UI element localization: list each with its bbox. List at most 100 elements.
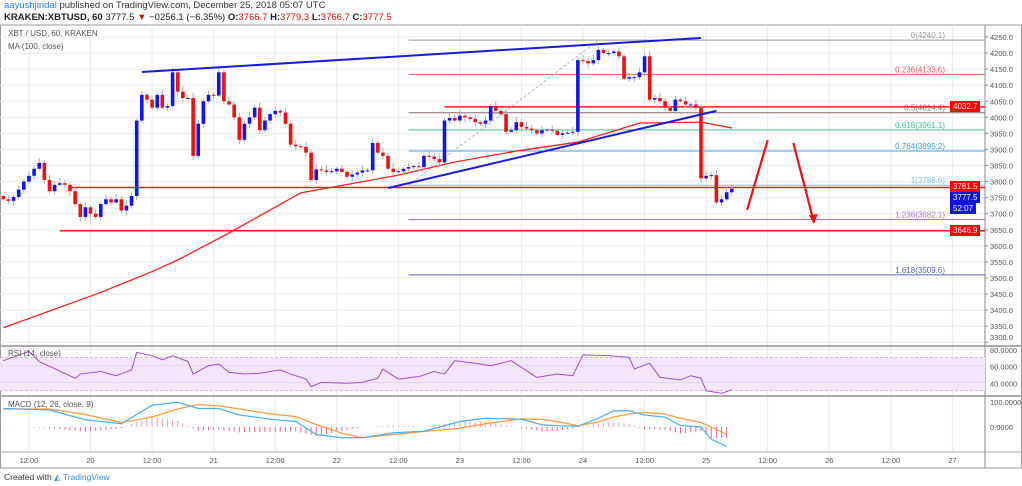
- triangle-down-icon: ▼: [137, 12, 147, 23]
- y-tick-label: 3400.0: [990, 306, 1013, 315]
- resistance-price-badge: 4032.7: [950, 100, 981, 112]
- candle-body: [473, 118, 478, 123]
- candle-body: [134, 120, 139, 197]
- y-tick-label: 3700.0: [990, 210, 1013, 219]
- candle-body: [104, 199, 108, 205]
- y-tick-label: 3650.0: [990, 226, 1013, 235]
- candle-body: [268, 114, 272, 121]
- candle-body: [1, 196, 6, 200]
- candle-body: [288, 123, 293, 145]
- y-tick-label: 3750.0: [990, 194, 1013, 203]
- candle-body: [678, 99, 683, 102]
- rsi-tick-label: 80.0000: [990, 346, 1017, 355]
- candle-body: [658, 98, 662, 102]
- candle-body: [11, 197, 16, 201]
- candle-body: [314, 169, 319, 180]
- candle-body: [719, 199, 724, 203]
- candle-body: [611, 51, 616, 54]
- candle-body: [160, 94, 165, 108]
- candle-body: [88, 207, 93, 214]
- candle-body: [186, 98, 190, 100]
- candle-body: [694, 104, 698, 108]
- candle-body: [227, 101, 231, 105]
- x-tick-label: 12:00: [389, 456, 408, 465]
- candle-body: [622, 56, 626, 79]
- candle-body: [242, 123, 247, 140]
- candle-body: [683, 101, 688, 105]
- candle-body: [329, 171, 334, 173]
- trendline: [387, 109, 717, 189]
- candle-body: [83, 207, 88, 217]
- y-tick-label: 3900.0: [990, 145, 1013, 154]
- fib-level-label: 0.618(3961.1): [895, 121, 945, 130]
- tradingview-logo-icon[interactable]: ◭ TradingView: [54, 472, 110, 482]
- candle-body: [37, 162, 42, 169]
- candle-body: [386, 155, 390, 169]
- ma-legend[interactable]: MA (100, close): [8, 42, 64, 51]
- candle-body: [63, 183, 67, 185]
- author-link[interactable]: aayushjindal: [4, 0, 57, 11]
- candle-body: [78, 204, 83, 217]
- symbol-label: KRAKEN:XBTUSD, 60: [4, 12, 103, 23]
- y-tick-label: 3300.0: [990, 333, 1013, 342]
- candle-body: [247, 117, 252, 124]
- candle-body: [129, 196, 134, 206]
- candle-body: [704, 175, 708, 179]
- candle-body: [417, 166, 421, 168]
- candle-body: [345, 171, 349, 177]
- candle-body: [401, 168, 406, 172]
- candle-body: [565, 132, 570, 134]
- x-tick-label: 12:00: [512, 456, 531, 465]
- candle-body: [709, 175, 714, 177]
- y-tick-label: 4100.0: [990, 81, 1013, 90]
- fib-level-label: 1(3788.6): [911, 176, 946, 185]
- rsi-band: [0, 357, 985, 391]
- candle-body: [334, 168, 339, 172]
- candle-body: [319, 169, 324, 171]
- candle-body: [237, 117, 242, 140]
- candle-body: [519, 122, 524, 127]
- candle-body: [642, 56, 647, 73]
- x-tick-label: 20: [86, 456, 94, 465]
- candle-body: [263, 120, 267, 131]
- last-price-badge: 3777.5: [950, 191, 981, 203]
- candle-body: [493, 106, 498, 111]
- candle-body: [93, 213, 98, 217]
- x-tick-label: 12:00: [758, 456, 777, 465]
- x-tick-label: 24: [579, 456, 587, 465]
- candle-body: [299, 146, 303, 148]
- candle-body: [252, 107, 257, 118]
- candle-body: [437, 159, 442, 163]
- candle-body: [478, 122, 483, 124]
- candle-body: [653, 98, 657, 100]
- candle-body: [591, 60, 596, 64]
- candle-body: [175, 72, 180, 92]
- x-tick-label: 27: [948, 456, 956, 465]
- y-tick-label: 3350.0: [990, 322, 1013, 331]
- publish-text: published on TradingView.com, December 2…: [59, 0, 326, 11]
- tradingview-brand[interactable]: TradingView: [62, 472, 110, 482]
- candle-body: [340, 168, 344, 172]
- ma100-line: [3, 121, 732, 329]
- candle-body: [729, 188, 734, 193]
- rsi-legend[interactable]: RSI (14, close): [8, 349, 61, 358]
- candle-body: [57, 183, 62, 185]
- candle-body: [411, 166, 416, 168]
- last-price: 3777.5: [105, 12, 135, 23]
- candle-body: [504, 114, 508, 132]
- candle-body: [52, 184, 57, 192]
- candle-body: [181, 91, 185, 99]
- candle-body: [145, 94, 149, 100]
- x-tick-label: 21: [209, 456, 217, 465]
- candle-body: [155, 94, 160, 108]
- y-tick-label: 3800.0: [990, 178, 1013, 187]
- trendline: [141, 36, 702, 74]
- close-label: C:: [352, 12, 363, 23]
- created-with-text: Created with: [4, 472, 52, 482]
- arrowhead-icon: [808, 214, 818, 225]
- main-legend[interactable]: XBT / USD, 60, KRAKEN: [8, 29, 98, 38]
- y-tick-label: 4050.0: [990, 97, 1013, 106]
- macd-legend[interactable]: MACD (12, 26, close, 9): [8, 400, 94, 409]
- fib-level-label: 0(4240.1): [911, 31, 946, 40]
